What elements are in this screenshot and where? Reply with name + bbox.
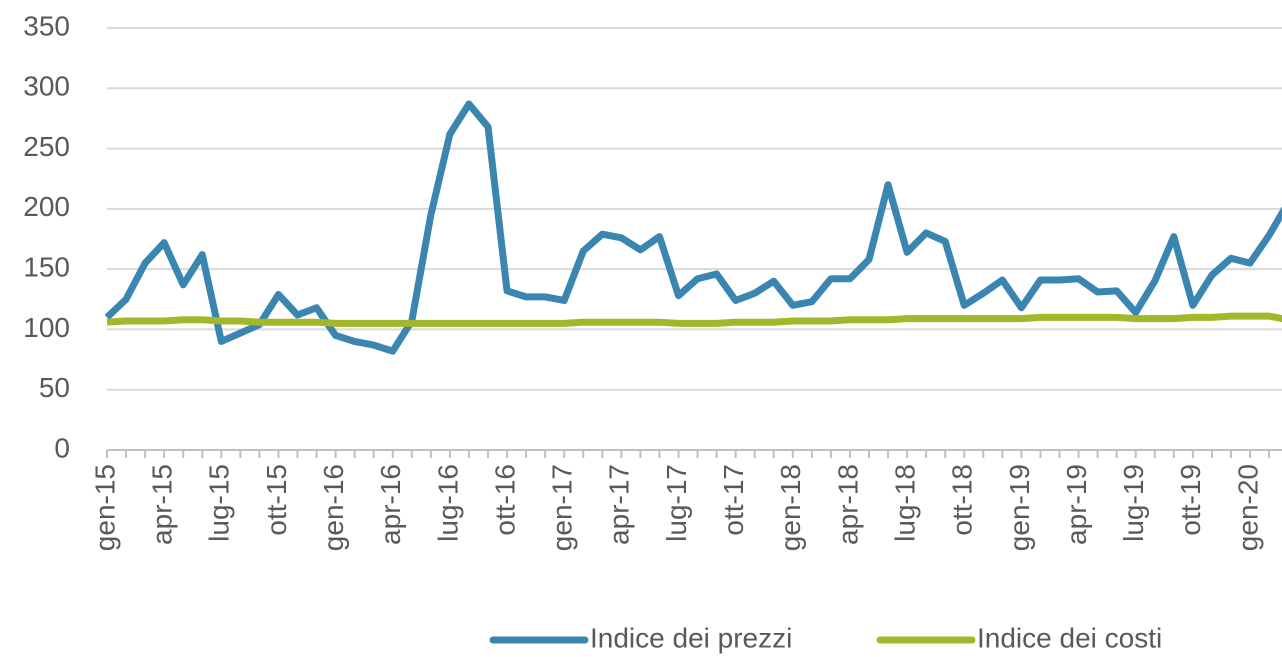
x-tick-label: apr-19 [1061, 464, 1092, 545]
y-tick-label: 0 [54, 432, 70, 463]
x-tick-label: gen-16 [318, 464, 349, 551]
legend-label: Indice dei costi [977, 622, 1162, 653]
x-tick-label: gen-18 [775, 464, 806, 551]
x-tick-label: ott-18 [947, 464, 978, 536]
x-tick-label: ott-17 [718, 464, 749, 536]
x-tick-label: lug-19 [1118, 464, 1149, 542]
x-tick-label: apr-17 [604, 464, 635, 545]
data-line [106, 312, 1282, 327]
y-tick-label: 200 [23, 191, 70, 222]
x-tick-label: ott-19 [1175, 464, 1206, 536]
x-tick-label: apr-18 [832, 464, 863, 545]
x-tick-label: lug-15 [204, 464, 235, 542]
x-tick-label: ott-15 [261, 464, 292, 536]
y-tick-label: 150 [23, 252, 70, 283]
legend-label: Indice dei prezzi [590, 622, 792, 653]
y-tick-label: 300 [23, 71, 70, 102]
x-tick-label: gen-17 [547, 464, 578, 551]
x-tick-label: apr-16 [375, 464, 406, 545]
x-tick-label: gen-19 [1004, 464, 1035, 551]
x-tick-label: lug-18 [889, 464, 920, 542]
plot-area [104, 100, 1282, 355]
x-tick-label: lug-16 [432, 464, 463, 542]
x-tick-label: apr-15 [147, 464, 178, 545]
y-tick-label: 250 [23, 131, 70, 162]
data-line [104, 100, 1282, 355]
x-tick-label: gen-15 [89, 464, 120, 551]
x-tick-label: ott-16 [489, 464, 520, 536]
x-tick-label: gen-20 [1232, 464, 1263, 551]
y-tick-label: 100 [23, 312, 70, 343]
x-tick-label: lug-17 [661, 464, 692, 542]
y-tick-label: 350 [23, 10, 70, 41]
y-tick-label: 50 [39, 372, 70, 403]
